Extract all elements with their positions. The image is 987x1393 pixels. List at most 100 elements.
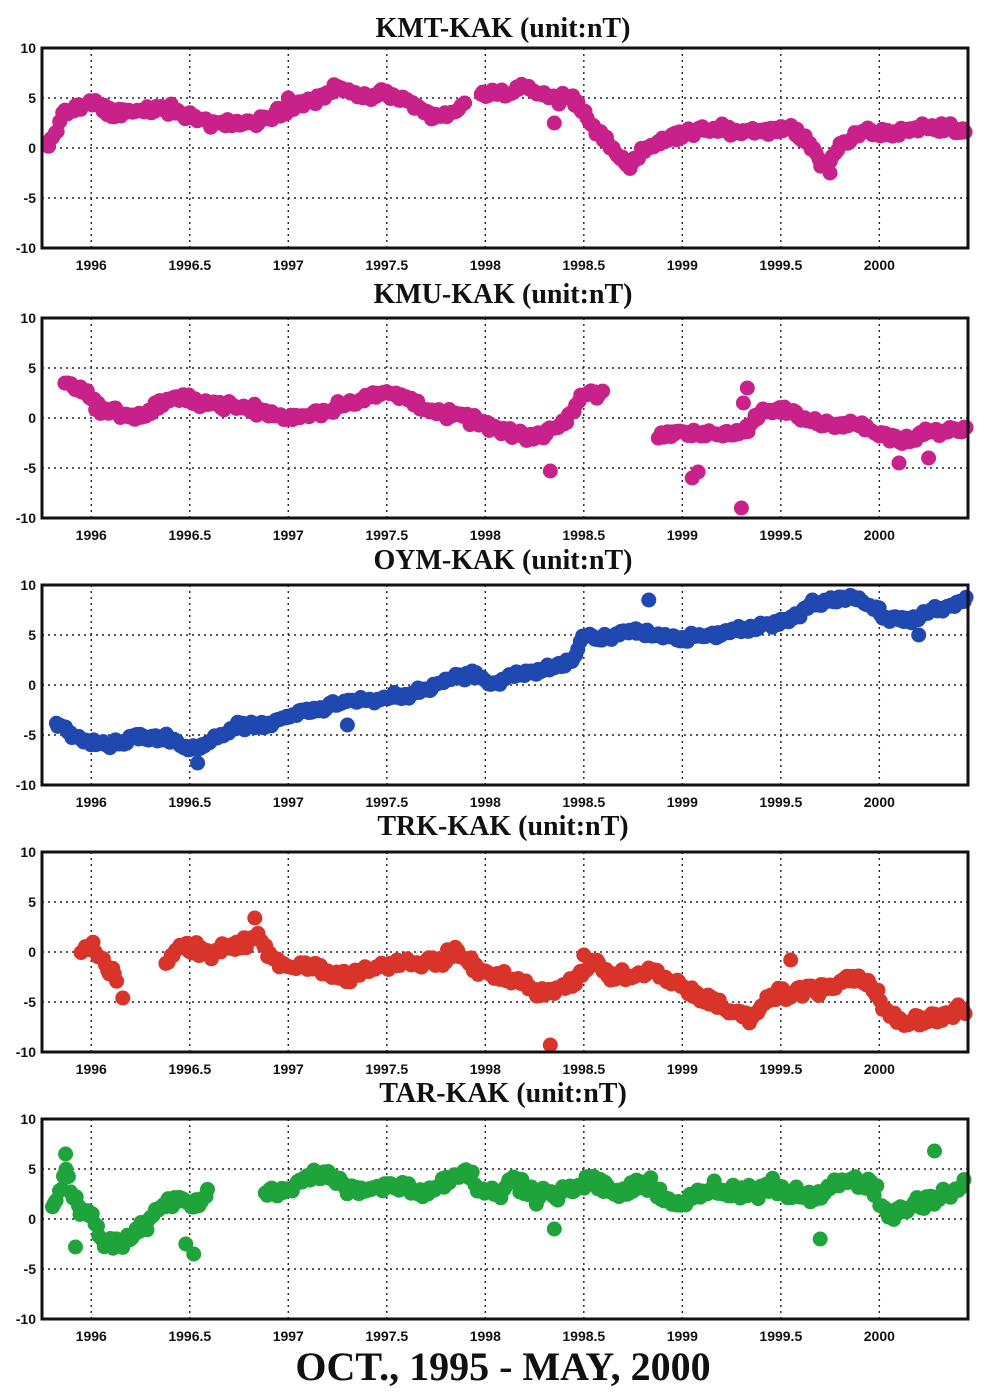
x-tick-label: 1999.5 xyxy=(759,527,802,543)
data-point xyxy=(690,464,706,480)
data-point xyxy=(457,95,473,111)
series-points xyxy=(73,910,973,1053)
data-point xyxy=(812,1231,828,1247)
x-tick-label: 1997.5 xyxy=(365,257,408,273)
data-point xyxy=(178,1236,194,1252)
data-point xyxy=(546,1221,562,1237)
data-point xyxy=(109,973,125,989)
x-tick-label: 1997.5 xyxy=(365,527,408,543)
x-tick-label: 1997 xyxy=(273,257,304,273)
x-tick-label: 1999 xyxy=(667,1061,698,1077)
plot-frame xyxy=(40,850,970,1054)
y-tick-label: -5 xyxy=(24,460,37,476)
y-tick-label: 5 xyxy=(28,360,36,376)
data-point xyxy=(957,1006,973,1022)
x-tick-label: 1997.5 xyxy=(365,794,408,810)
data-point xyxy=(739,380,755,396)
plot-frame xyxy=(40,316,970,520)
y-tick-label: -10 xyxy=(16,1044,36,1060)
x-tick-label: 2000 xyxy=(864,1328,895,1344)
x-tick-label: 1996.5 xyxy=(168,1328,211,1344)
series-points xyxy=(41,76,973,181)
x-tick-label: 1999 xyxy=(667,527,698,543)
data-point xyxy=(733,500,749,516)
data-point xyxy=(542,1037,558,1053)
y-tick-label: -10 xyxy=(16,240,36,256)
data-point xyxy=(58,1146,74,1162)
y-tick-label: -10 xyxy=(16,1311,36,1327)
x-tick-label: 1999.5 xyxy=(759,257,802,273)
data-point xyxy=(783,952,799,968)
x-tick-label: 1996.5 xyxy=(168,1061,211,1077)
x-tick-label: 1999.5 xyxy=(759,1328,802,1344)
panel-5: TAR-KAK (unit:nT) 10 5 0 -5 -10 1996 1996.5 1997… xyxy=(16,1078,972,1344)
x-tick-label: 1996.5 xyxy=(168,527,211,543)
x-tick-label: 1996 xyxy=(76,257,107,273)
y-tick-label: 0 xyxy=(28,1211,36,1227)
series-points xyxy=(48,587,974,771)
panel-2: KMU-KAK (unit:nT) 10 5 0 -5 -10 1996 1996.5 1997… xyxy=(16,279,974,543)
x-tick-label: 1997.5 xyxy=(365,1328,408,1344)
x-tick-label: 1997 xyxy=(273,794,304,810)
x-tick-label: 1997.5 xyxy=(365,1061,408,1077)
y-tick-label: 0 xyxy=(28,677,36,693)
data-point xyxy=(921,450,937,466)
data-point xyxy=(60,1169,76,1185)
data-point xyxy=(542,463,558,479)
x-tick-label: 1999.5 xyxy=(759,794,802,810)
plot-frame xyxy=(40,583,970,787)
y-tick-label: -10 xyxy=(16,777,36,793)
panel-title: KMT-KAK (unit:nT) xyxy=(376,13,631,44)
x-tick-label: 1998 xyxy=(470,527,501,543)
x-tick-label: 1996 xyxy=(76,794,107,810)
x-tick-label: 1996.5 xyxy=(168,257,211,273)
data-point xyxy=(869,1178,885,1194)
x-tick-label: 1998.5 xyxy=(562,257,605,273)
x-tick-label: 1996 xyxy=(76,1328,107,1344)
x-tick-label: 1996.5 xyxy=(168,794,211,810)
y-tick-label: 5 xyxy=(28,1161,36,1177)
x-tick-label: 1998 xyxy=(470,1061,501,1077)
y-tick-label: 5 xyxy=(28,90,36,106)
figure-caption: OCT., 1995 - MAY, 2000 xyxy=(295,1344,710,1389)
y-tick-label: -5 xyxy=(24,190,37,206)
panel-title: KMU-KAK (unit:nT) xyxy=(374,279,633,310)
data-point xyxy=(186,1246,202,1262)
data-point xyxy=(891,455,907,471)
x-tick-label: 1998.5 xyxy=(562,794,605,810)
plot-frame xyxy=(40,1117,970,1321)
x-tick-label: 1999 xyxy=(667,794,698,810)
y-tick-label: 0 xyxy=(28,944,36,960)
y-tick-label: 10 xyxy=(20,310,36,326)
x-tick-label: 1996 xyxy=(76,527,107,543)
data-point xyxy=(464,1164,480,1180)
plot-frame xyxy=(40,46,970,250)
y-tick-label: -5 xyxy=(24,994,37,1010)
x-tick-label: 1998.5 xyxy=(562,527,605,543)
x-tick-label: 1999.5 xyxy=(759,1061,802,1077)
panel-1: KMT-KAK (unit:nT) 10 5 0 -5 -10 1996 1996.5 1997… xyxy=(16,13,973,273)
x-tick-label: 1999 xyxy=(667,257,698,273)
panel-title: TAR-KAK (unit:nT) xyxy=(379,1078,627,1109)
data-point xyxy=(68,1239,83,1255)
data-point xyxy=(247,910,263,926)
y-tick-label: 10 xyxy=(20,844,36,860)
y-tick-label: 10 xyxy=(20,40,36,56)
data-point xyxy=(958,420,974,435)
y-tick-label: -5 xyxy=(24,1261,37,1277)
data-point xyxy=(190,755,206,771)
data-point xyxy=(546,115,562,131)
panel-4: TRK-KAK (unit:nT) 10 5 0 -5 -10 1996 1996.5 1997… xyxy=(16,811,973,1077)
x-tick-label: 1999 xyxy=(667,1328,698,1344)
x-tick-label: 1997 xyxy=(273,1328,304,1344)
x-tick-label: 1997 xyxy=(273,1061,304,1077)
data-point xyxy=(595,383,611,399)
data-point xyxy=(822,165,838,181)
y-tick-label: 10 xyxy=(20,1111,36,1127)
x-tick-label: 1998 xyxy=(470,794,501,810)
y-tick-label: 5 xyxy=(28,894,36,910)
x-tick-label: 2000 xyxy=(864,257,895,273)
panel-title: TRK-KAK (unit:nT) xyxy=(377,811,628,842)
panel-3: OYM-KAK (unit:nT) 10 5 0 -5 -10 1996 1996.5 1997… xyxy=(16,545,974,810)
